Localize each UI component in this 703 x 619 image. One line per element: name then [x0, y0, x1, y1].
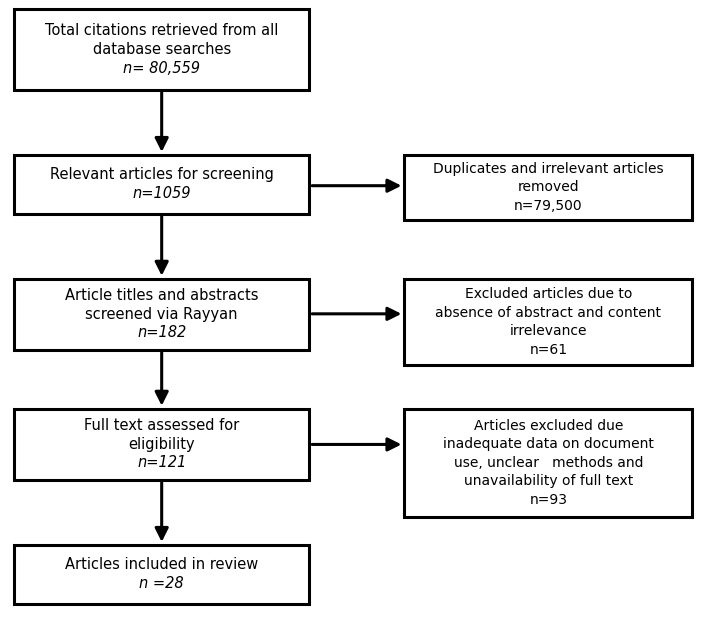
Text: removed: removed [517, 180, 579, 194]
Text: Article titles and abstracts: Article titles and abstracts [65, 288, 259, 303]
Text: n =28: n =28 [139, 576, 184, 591]
Text: screened via Rayyan: screened via Rayyan [86, 306, 238, 322]
Text: n=93: n=93 [529, 493, 567, 507]
Text: n=121: n=121 [137, 455, 186, 470]
Text: database searches: database searches [93, 42, 231, 57]
Text: Total citations retrieved from all: Total citations retrieved from all [45, 24, 278, 38]
Text: Relevant articles for screening: Relevant articles for screening [50, 167, 273, 183]
FancyBboxPatch shape [404, 155, 692, 220]
Text: n= 80,559: n= 80,559 [123, 61, 200, 76]
Text: use, unclear   methods and: use, unclear methods and [453, 456, 643, 470]
FancyBboxPatch shape [14, 9, 309, 90]
Text: n=182: n=182 [137, 325, 186, 340]
FancyBboxPatch shape [14, 279, 309, 350]
Text: n=61: n=61 [529, 343, 567, 357]
Text: eligibility: eligibility [129, 436, 195, 452]
Text: inadequate data on document: inadequate data on document [443, 437, 654, 451]
Text: Excluded articles due to: Excluded articles due to [465, 287, 632, 301]
FancyBboxPatch shape [14, 545, 309, 604]
Text: Duplicates and irrelevant articles: Duplicates and irrelevant articles [433, 162, 664, 176]
Text: unavailability of full text: unavailability of full text [464, 474, 633, 488]
FancyBboxPatch shape [14, 409, 309, 480]
Text: n=1059: n=1059 [132, 186, 191, 201]
Text: Articles excluded due: Articles excluded due [474, 418, 623, 433]
FancyBboxPatch shape [14, 155, 309, 214]
FancyBboxPatch shape [404, 279, 692, 365]
Text: absence of abstract and content: absence of abstract and content [435, 306, 662, 319]
Text: n=79,500: n=79,500 [514, 199, 583, 213]
Text: irrelevance: irrelevance [510, 324, 587, 338]
Text: Articles included in review: Articles included in review [65, 557, 258, 573]
FancyBboxPatch shape [404, 409, 692, 517]
Text: Full text assessed for: Full text assessed for [84, 418, 239, 433]
